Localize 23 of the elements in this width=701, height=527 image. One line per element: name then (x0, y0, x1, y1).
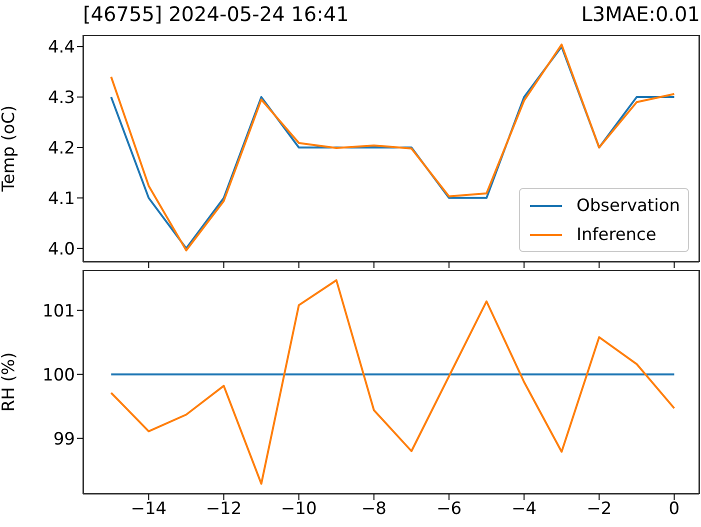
legend-label: Observation (576, 196, 680, 216)
legend-label: Inference (576, 224, 656, 244)
y-axis-title: Temp (oC) (0, 105, 20, 193)
x-tick-label: −12 (206, 499, 242, 520)
line-series (110, 279, 676, 485)
y-tick-label: 100 (42, 365, 75, 386)
x-tick-label: −6 (436, 499, 462, 520)
x-tick-label: −14 (130, 499, 167, 520)
x-tick-label: 0 (668, 499, 680, 520)
y-tick-label: 4.0 (48, 239, 75, 260)
x-tick-label: −10 (280, 499, 317, 520)
y-tick-label: 4.2 (48, 138, 75, 159)
y-tick-label: 4.1 (48, 188, 75, 209)
x-tick-label: −4 (512, 499, 537, 520)
y-tick-label: 99 (53, 429, 75, 450)
y-tick-label: 4.4 (48, 38, 75, 58)
x-tick-label: −8 (361, 499, 386, 520)
y-tick-label: 4.3 (48, 88, 75, 108)
y-tick-label: 101 (42, 301, 75, 322)
chart-title: [46755] 2024-05-24 16:41 (83, 2, 349, 26)
text: L3MAE:0.01 (581, 2, 700, 26)
y-axis-title: RH (%) (0, 352, 20, 412)
x-tick-label: −2 (586, 499, 612, 520)
